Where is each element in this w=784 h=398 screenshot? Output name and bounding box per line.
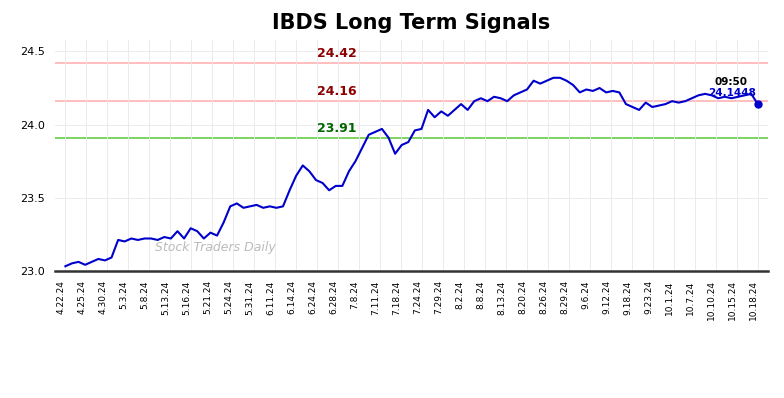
Text: 24.42: 24.42 (317, 47, 357, 60)
Text: 24.1448: 24.1448 (708, 88, 756, 98)
Text: Stock Traders Daily: Stock Traders Daily (154, 242, 275, 254)
Title: IBDS Long Term Signals: IBDS Long Term Signals (273, 13, 550, 33)
Text: 23.91: 23.91 (317, 122, 356, 135)
Text: 09:50: 09:50 (714, 76, 747, 86)
Text: 24.16: 24.16 (317, 85, 356, 98)
